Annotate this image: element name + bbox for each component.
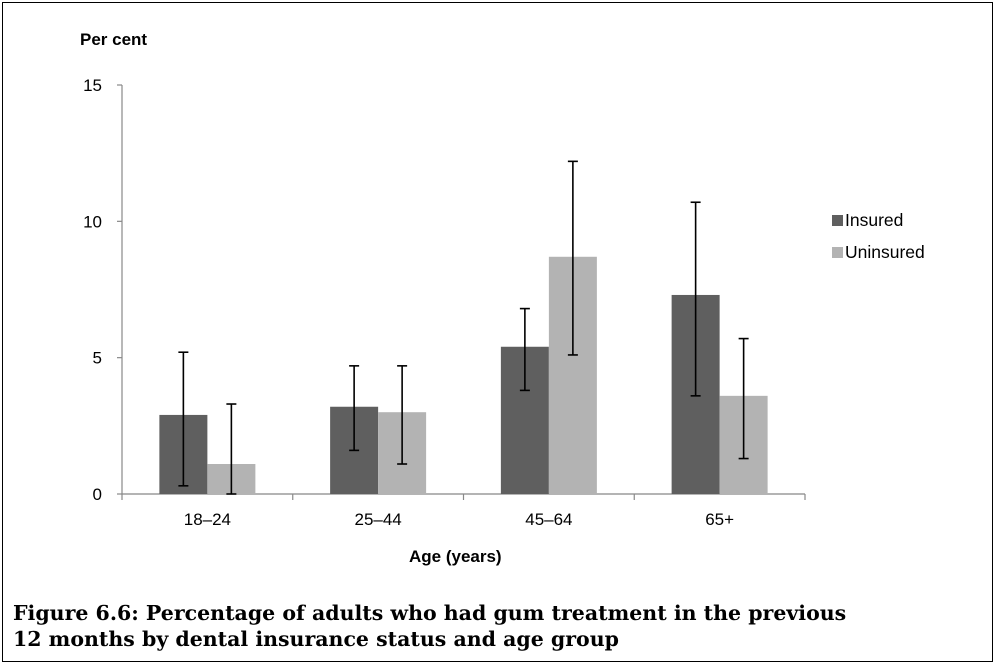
chart-tick-labels: 0 5 10 15 18–24 25–44 45–64 65+ xyxy=(83,76,734,529)
y-tick-label: 10 xyxy=(83,212,102,231)
x-tick-label: 18–24 xyxy=(184,510,231,529)
bar-chart: 0 5 10 15 18–24 25–44 45–64 65+ xyxy=(83,76,806,529)
x-tick-label: 45–64 xyxy=(525,510,572,529)
x-tick-label: 65+ xyxy=(705,510,734,529)
x-tick-label: 25–44 xyxy=(354,510,401,529)
chart-bars xyxy=(159,256,768,494)
y-tick-label: 0 xyxy=(93,485,102,504)
x-axis-label: Age (years) xyxy=(409,547,502,566)
y-tick-label: 15 xyxy=(83,76,102,95)
legend-label-insured: Insured xyxy=(845,209,904,230)
chart-error-bars xyxy=(178,160,749,495)
legend-swatch-insured xyxy=(832,214,843,226)
legend-item-insured: Insured xyxy=(832,210,925,230)
caption-line-2: 12 months by dental insurance status and… xyxy=(13,627,619,651)
legend-label-uninsured: Uninsured xyxy=(845,241,925,262)
y-axis-label: Per cent xyxy=(80,30,148,49)
figure-caption: Figure 6.6: Percentage of adults who had… xyxy=(13,600,913,652)
caption-line-1: Figure 6.6: Percentage of adults who had… xyxy=(13,601,847,625)
y-tick-label: 5 xyxy=(93,349,102,368)
legend-swatch-uninsured xyxy=(832,246,843,258)
legend: Insured Uninsured xyxy=(832,210,925,274)
legend-item-uninsured: Uninsured xyxy=(832,242,925,262)
